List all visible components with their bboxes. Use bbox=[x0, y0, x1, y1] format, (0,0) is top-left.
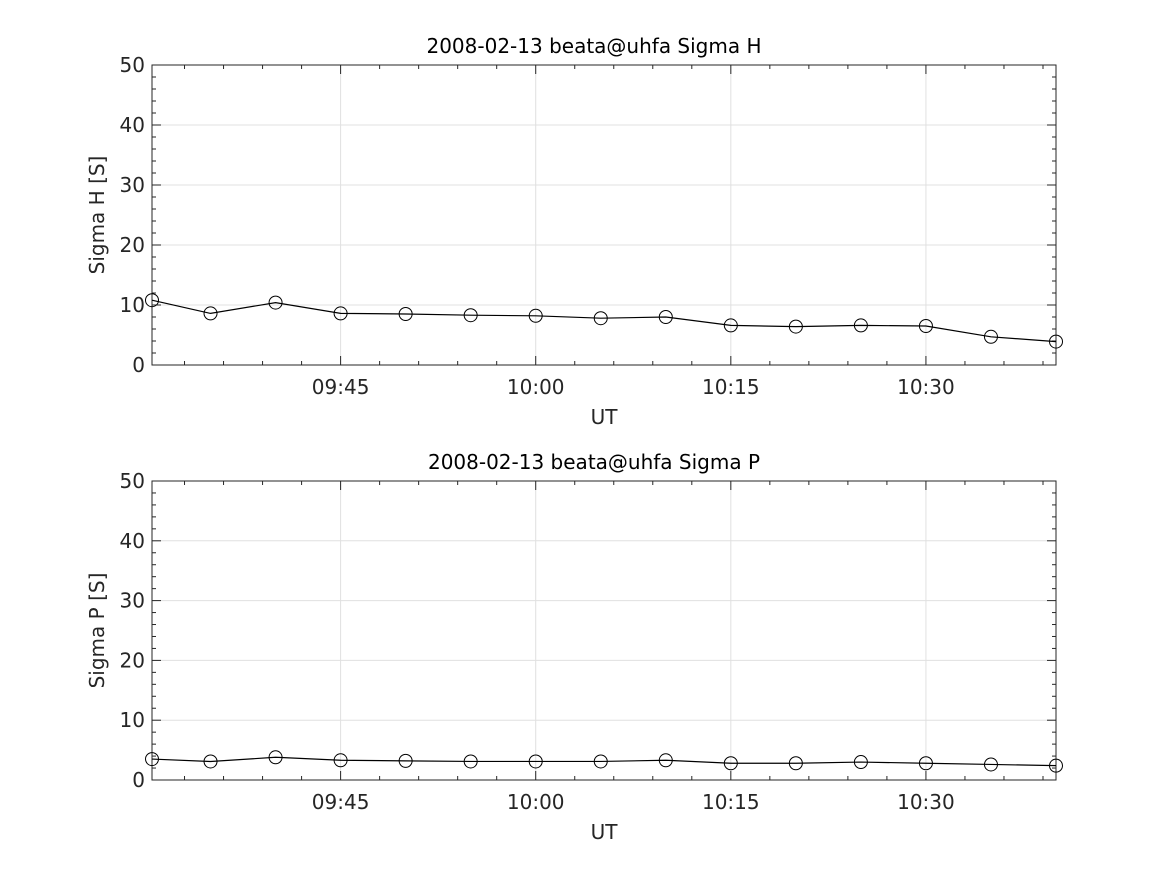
data-point-marker bbox=[723, 756, 738, 771]
data-point-marker bbox=[593, 311, 608, 326]
data-point-marker bbox=[658, 753, 673, 768]
axes-frame bbox=[151, 64, 1057, 366]
data-point-marker bbox=[203, 306, 218, 321]
data-point-marker bbox=[1049, 758, 1063, 773]
data-point-marker bbox=[853, 755, 868, 770]
data-point-marker bbox=[528, 754, 543, 769]
y-axis-label: Sigma P [S] bbox=[85, 573, 109, 689]
data-point-marker bbox=[983, 757, 998, 772]
x-tick-label: 09:45 bbox=[312, 375, 370, 399]
data-point-marker bbox=[528, 308, 543, 323]
data-point-marker bbox=[593, 754, 608, 769]
data-point-marker bbox=[398, 753, 413, 768]
data-point-marker bbox=[723, 318, 738, 333]
data-point-marker bbox=[268, 295, 283, 310]
y-tick-label: 20 bbox=[120, 648, 145, 672]
y-tick-label: 10 bbox=[120, 708, 145, 732]
plot-area bbox=[152, 481, 1056, 780]
data-point-marker bbox=[918, 756, 933, 771]
y-axis-label: Sigma H [S] bbox=[85, 156, 109, 275]
x-axis-label: UT bbox=[591, 405, 619, 429]
y-tick-label: 0 bbox=[132, 768, 145, 792]
chart-title: 2008-02-13 beata@uhfa Sigma H bbox=[426, 34, 761, 58]
data-point-marker bbox=[145, 752, 159, 767]
chart-title: 2008-02-13 beata@uhfa Sigma P bbox=[428, 450, 760, 474]
y-tick-label: 50 bbox=[120, 469, 145, 493]
x-tick-label: 10:30 bbox=[897, 375, 955, 399]
subplot-1: 0 10 20 30 40 50 09:45 10:00 10:15 10:30 2008-02-1… bbox=[85, 34, 1063, 429]
plot-area bbox=[152, 65, 1056, 365]
data-point-marker bbox=[463, 308, 478, 323]
data-point-marker bbox=[918, 319, 933, 333]
subplot-2: 0 10 20 30 40 50 09:45 10:00 10:15 10:30 2008-02-1… bbox=[85, 450, 1063, 844]
x-tick-label: 10:15 bbox=[702, 790, 760, 814]
series-line bbox=[151, 756, 1057, 767]
data-point-marker bbox=[268, 750, 283, 765]
data-point-marker bbox=[1049, 334, 1063, 349]
x-axis-label: UT bbox=[591, 820, 619, 844]
y-tick-label: 30 bbox=[120, 173, 145, 197]
x-tick-label: 10:30 bbox=[897, 790, 955, 814]
y-tick-label: 40 bbox=[120, 529, 145, 553]
data-point-marker bbox=[983, 329, 998, 344]
data-point-marker bbox=[788, 319, 803, 334]
x-tick-label: 10:00 bbox=[507, 375, 565, 399]
y-tick-label: 10 bbox=[120, 293, 145, 317]
x-tick-label: 10:15 bbox=[702, 375, 760, 399]
data-point-marker bbox=[333, 753, 348, 768]
data-point-marker bbox=[203, 754, 218, 769]
x-tick-label: 09:45 bbox=[312, 790, 370, 814]
data-point-marker bbox=[463, 754, 478, 769]
data-point-marker bbox=[398, 307, 413, 321]
x-tick-label: 10:00 bbox=[507, 790, 565, 814]
data-point-marker bbox=[658, 310, 673, 324]
data-point-marker bbox=[333, 306, 348, 321]
series-line bbox=[151, 299, 1057, 343]
y-tick-label: 20 bbox=[120, 233, 145, 257]
data-point-marker bbox=[788, 756, 803, 771]
y-tick-label: 50 bbox=[120, 53, 145, 77]
y-tick-label: 40 bbox=[120, 113, 145, 137]
y-tick-label: 0 bbox=[132, 353, 145, 377]
data-point-marker bbox=[853, 318, 868, 333]
data-point-marker bbox=[145, 293, 159, 308]
axes-frame bbox=[151, 480, 1057, 781]
y-tick-label: 30 bbox=[120, 589, 145, 613]
